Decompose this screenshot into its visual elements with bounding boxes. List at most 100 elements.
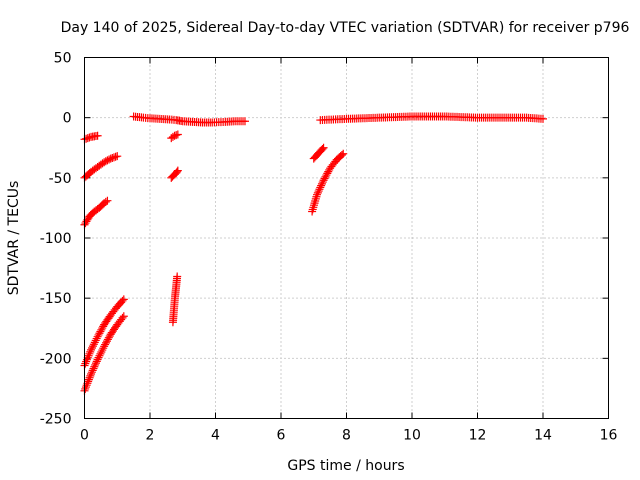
data-point	[95, 351, 104, 360]
data-point	[87, 369, 96, 378]
y-tick-label: -50	[49, 171, 72, 187]
data-point	[315, 185, 324, 194]
data-point	[82, 217, 91, 226]
data-point	[86, 371, 95, 380]
series-seg-k	[308, 149, 348, 216]
data-point	[84, 351, 93, 360]
data-point	[319, 143, 328, 152]
data-point	[101, 340, 110, 349]
data-point	[118, 313, 127, 322]
y-tick-label: -250	[40, 412, 72, 428]
data-point	[86, 347, 95, 356]
data-point	[88, 366, 97, 375]
x-tick-label: 8	[342, 428, 351, 444]
series-seg-a	[80, 131, 102, 144]
data-point	[309, 203, 318, 212]
x-tick-label: 2	[146, 428, 155, 444]
data-point	[91, 359, 100, 368]
data-point	[100, 342, 109, 351]
data-point	[337, 150, 346, 159]
data-point	[317, 179, 326, 188]
data-point	[101, 157, 110, 166]
data-point	[308, 205, 317, 214]
data-point	[240, 117, 249, 126]
data-point	[316, 183, 325, 192]
data-point	[319, 176, 328, 185]
data-point	[118, 296, 127, 305]
data-point	[92, 357, 101, 366]
data-point	[323, 169, 332, 178]
data-point	[318, 178, 327, 187]
series-seg-f	[129, 112, 249, 127]
data-point	[109, 153, 118, 162]
axis-ticks: 0 2 4 6 8 10 12 14 16 -250 -200 -150 -100 -50 0 50	[40, 51, 618, 444]
data-point	[82, 381, 91, 390]
data-point	[83, 353, 92, 362]
series-seg-g	[167, 130, 182, 143]
data-point	[111, 152, 120, 161]
data-point	[90, 338, 99, 347]
data-point	[321, 172, 330, 181]
x-tick-label: 0	[80, 428, 89, 444]
data-point	[103, 196, 112, 205]
data-point	[97, 325, 106, 334]
data-point	[173, 166, 182, 175]
data-point	[91, 336, 100, 345]
x-tick-label: 6	[277, 428, 286, 444]
data-point	[539, 114, 547, 123]
x-tick-label: 16	[600, 428, 618, 444]
data-point	[311, 196, 320, 205]
x-tick-label: 14	[534, 428, 552, 444]
data-point	[99, 344, 108, 353]
data-point	[313, 190, 322, 199]
data-point	[106, 154, 115, 163]
data-point	[89, 364, 98, 373]
data-point	[81, 359, 90, 368]
data-point	[87, 368, 96, 377]
data-point	[96, 327, 105, 336]
data-point	[324, 167, 333, 176]
series-seg-c	[80, 196, 112, 229]
data-point	[318, 144, 327, 153]
data-point	[317, 181, 326, 190]
data-point	[102, 337, 111, 346]
data-point	[81, 384, 90, 393]
data-point	[314, 187, 323, 196]
data-point	[310, 199, 319, 208]
data-point	[339, 149, 348, 158]
series-seg-i	[168, 272, 182, 327]
data-point	[102, 338, 111, 347]
grid-lines	[84, 57, 609, 419]
data-point	[104, 333, 113, 342]
y-tick-label: 0	[63, 111, 72, 127]
data-point	[87, 344, 96, 353]
data-point	[93, 131, 102, 140]
data-point	[93, 355, 102, 364]
data-point	[308, 207, 317, 216]
series-seg-l	[316, 112, 547, 125]
chart-title: Day 140 of 2025, Sidereal Day-to-day VTE…	[61, 20, 630, 36]
y-axis-label: SDTVAR / TECUs	[6, 181, 22, 296]
data-point	[97, 347, 106, 356]
x-tick-label: 4	[211, 428, 220, 444]
data-point	[311, 194, 320, 203]
data-point	[89, 340, 98, 349]
plot-frame	[84, 57, 609, 419]
data-point	[99, 322, 108, 331]
data-point	[82, 357, 91, 366]
data-point	[87, 345, 96, 354]
data-point	[84, 377, 93, 386]
data-point	[168, 132, 177, 141]
data-point	[93, 332, 102, 341]
data-point	[103, 156, 112, 165]
data-point	[85, 349, 94, 358]
data-point	[105, 331, 114, 340]
x-tick-label: 12	[469, 428, 487, 444]
data-point	[96, 349, 105, 358]
data-point	[113, 152, 122, 161]
data-point	[81, 383, 90, 392]
data-point	[108, 153, 117, 162]
data-point	[103, 335, 112, 344]
data-point	[313, 188, 322, 197]
